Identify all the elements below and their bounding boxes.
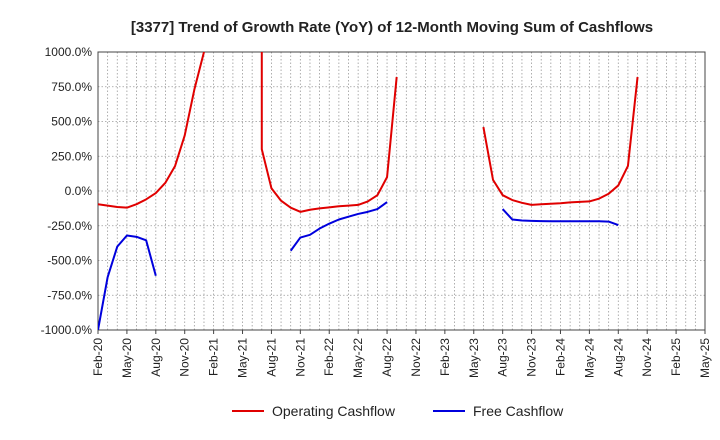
- x-tick-label: Feb-23: [438, 338, 452, 376]
- x-tick-label: May-20: [120, 338, 134, 378]
- free-cashflow-line: [98, 234, 157, 330]
- x-tick-label: Feb-22: [322, 338, 336, 376]
- x-tick-label: Nov-20: [178, 338, 192, 377]
- x-tick-label: Aug-20: [149, 338, 163, 377]
- plot-area: [98, 52, 705, 330]
- y-tick-label: -500.0%: [47, 254, 92, 268]
- x-tick-label: May-22: [351, 338, 365, 378]
- x-tick-label: May-21: [236, 338, 250, 378]
- x-tick-label: Aug-21: [264, 338, 278, 377]
- axes: -1000.0% -750.0% -500.0% -250.0% 0.0% 250.0% 5…: [41, 45, 712, 378]
- chart-title: [3377] Trend of Growth Rate (YoY) of 12-…: [131, 19, 653, 36]
- x-tick-label: Aug-23: [496, 338, 510, 377]
- legend: Operating Cashflow Free Cashflow: [232, 403, 564, 419]
- y-tick-label: 0.0%: [65, 184, 93, 198]
- x-tick-label: May-25: [698, 338, 712, 378]
- y-tick-label: -750.0%: [47, 288, 92, 302]
- free-cashflow-line: [501, 208, 619, 227]
- x-tick-label: Feb-21: [207, 338, 221, 376]
- x-tick-label: May-24: [582, 338, 596, 378]
- x-tick-label: Nov-24: [640, 338, 654, 377]
- plot-frame: [97, 51, 706, 331]
- y-tick-label: 1000.0%: [45, 45, 93, 59]
- x-tick-label: Feb-24: [553, 338, 567, 376]
- series-lines: [98, 52, 639, 330]
- free-cashflow-line: [289, 201, 388, 252]
- x-tick-label: Nov-21: [293, 338, 307, 377]
- x-tick-label: Feb-20: [91, 338, 105, 376]
- y-tick-label: 250.0%: [51, 149, 92, 163]
- x-tick-label: Nov-23: [525, 338, 539, 377]
- x-tick-label: Feb-25: [669, 338, 683, 376]
- grid-lines: [97, 51, 706, 331]
- y-tick-label: -250.0%: [47, 219, 92, 233]
- operating-cashflow-line: [482, 76, 639, 206]
- y-tick-label: -1000.0%: [41, 323, 93, 337]
- x-tick-label: Aug-24: [611, 338, 625, 377]
- x-tick-label: May-23: [467, 338, 481, 378]
- legend-label-free-cashflow: Free Cashflow: [473, 403, 564, 419]
- y-tick-label: 500.0%: [51, 115, 92, 129]
- legend-label-operating-cashflow: Operating Cashflow: [272, 403, 396, 419]
- y-tick-label: 750.0%: [51, 80, 92, 94]
- operating-cashflow-line: [98, 52, 205, 209]
- operating-cashflow-line: [260, 52, 398, 213]
- x-tick-label: Aug-22: [380, 338, 394, 377]
- x-tick-label: Nov-22: [409, 338, 423, 377]
